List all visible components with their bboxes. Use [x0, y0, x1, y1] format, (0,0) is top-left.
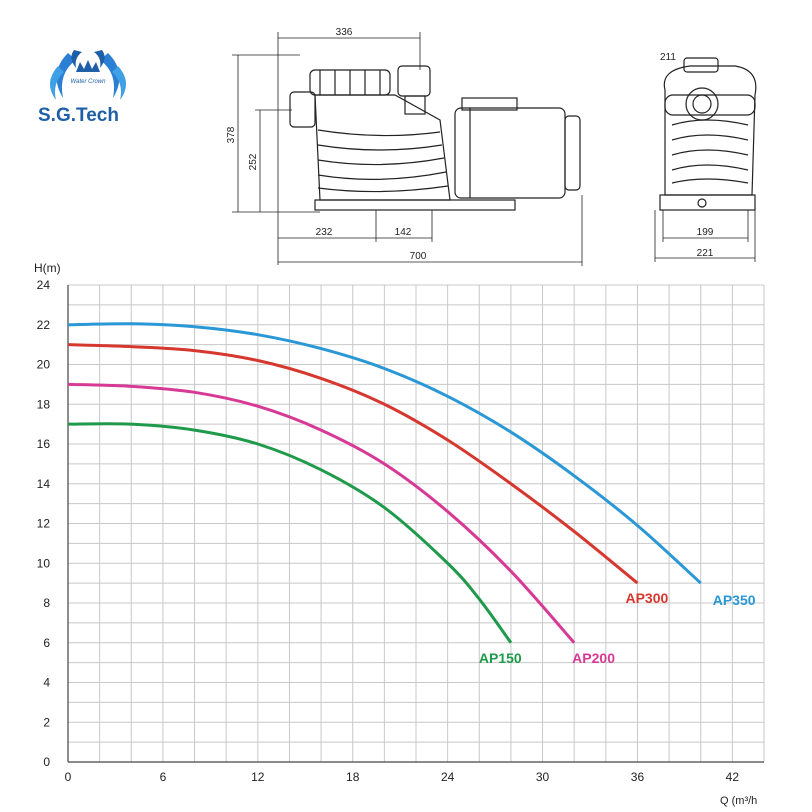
- chart-axes: [67, 285, 764, 763]
- pump-drawings: 336 378 252 232 142 700 211 199 221: [226, 27, 757, 266]
- y-tick-label: 0: [43, 755, 50, 769]
- front-view-drawing: [654, 57, 757, 262]
- curve-ap350: [67, 322, 702, 585]
- dim-700: 700: [410, 251, 427, 262]
- x-tick-label: 42: [726, 770, 740, 784]
- x-axis-title: Q (m³/h: [720, 795, 757, 807]
- dim-142: 142: [395, 227, 412, 238]
- x-tick-label: 24: [441, 770, 455, 784]
- logo-swirl-icon: [49, 50, 127, 100]
- x-tick-label: 36: [631, 770, 645, 784]
- curve-ap200: [67, 382, 576, 644]
- y-tick-label: 18: [37, 397, 51, 411]
- x-tick-label: 6: [160, 770, 167, 784]
- series-label-ap300: AP300: [625, 590, 668, 606]
- dim-211: 211: [660, 52, 676, 63]
- x-tick-label: 18: [346, 770, 360, 784]
- curve-ap150: [67, 422, 513, 644]
- y-tick-label: 4: [43, 676, 50, 690]
- side-view-drawing: [232, 32, 583, 266]
- chart-series-labels: AP150 AP200 AP300 AP350: [479, 590, 756, 666]
- y-tick-label: 2: [43, 715, 50, 729]
- y-tick-label: 24: [37, 278, 51, 292]
- y-tick-label: 8: [43, 596, 50, 610]
- y-tick-label: 6: [43, 636, 50, 650]
- series-label-ap200: AP200: [572, 650, 615, 666]
- brand-logo: Water Crown: [49, 50, 127, 100]
- crown-icon: [76, 60, 100, 72]
- front-view-dimensions: 211 199 221: [660, 52, 714, 259]
- chart-curves: [67, 322, 702, 644]
- dim-252: 252: [248, 153, 259, 170]
- logo-inner-text: Water Crown: [71, 79, 107, 85]
- series-label-ap350: AP350: [713, 592, 756, 608]
- dim-378: 378: [226, 126, 237, 143]
- dim-232: 232: [316, 227, 333, 238]
- x-tick-label: 12: [251, 770, 265, 784]
- curve-ap300: [67, 343, 639, 585]
- dim-336: 336: [336, 27, 353, 38]
- x-tick-label: 30: [536, 770, 550, 784]
- y-axis-title: H(m): [34, 261, 61, 275]
- side-view-dimensions: 336 378 252 232 142 700: [226, 27, 427, 262]
- y-tick-label: 22: [37, 318, 51, 332]
- y-tick-label: 20: [37, 358, 51, 372]
- y-tick-label: 10: [37, 556, 51, 570]
- series-label-ap150: AP150: [479, 650, 522, 666]
- chart-grid: [67, 284, 765, 763]
- x-tick-label: 0: [65, 770, 72, 784]
- dim-199: 199: [697, 227, 714, 238]
- brand-name: S.G.Tech: [38, 105, 119, 126]
- y-tick-label: 14: [37, 477, 51, 491]
- dim-221: 221: [697, 248, 714, 259]
- y-tick-label: 12: [37, 517, 51, 531]
- y-tick-label: 16: [37, 437, 51, 451]
